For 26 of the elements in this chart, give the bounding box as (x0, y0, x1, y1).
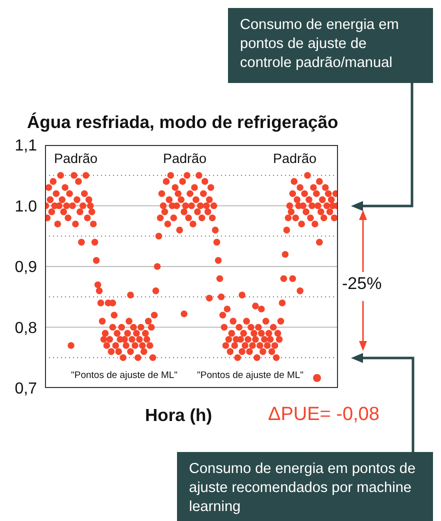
point (316, 238, 323, 246)
annotation: "Pontos de ajuste de ML" (197, 370, 304, 381)
y-tick-label: 0,9 (14, 259, 38, 276)
point (296, 287, 304, 294)
annotation: Padrão (54, 151, 98, 166)
point (206, 294, 213, 302)
y-tick-label: 1,1 (14, 138, 38, 155)
text: Consumo de energia em pontos de ajuste de controle padrão/manual (228, 8, 433, 83)
y-tick-label: 1.0 (14, 198, 38, 216)
text: Consumo de energia em pontos de ajuste recomendados por machine learning (177, 452, 433, 521)
y-tick-label: 0,8 (14, 320, 38, 337)
point (289, 275, 296, 282)
text: -25% (341, 274, 383, 294)
annotation: Padrão (163, 151, 207, 166)
point (238, 292, 246, 298)
text: ΔPUE= -0,08 (268, 404, 380, 426)
chart-title: Água resfriada, modo de refrigeração (27, 112, 338, 133)
point (127, 292, 134, 298)
annotation: Padrão (273, 151, 317, 166)
point (252, 302, 259, 310)
annotation: "Pontos de ajuste de ML" (71, 370, 178, 381)
x-axis-title: Hora (h) (145, 405, 212, 426)
point (258, 306, 265, 312)
y-tick-label: 0,7 (14, 380, 38, 398)
point (180, 310, 188, 318)
point (109, 300, 116, 306)
